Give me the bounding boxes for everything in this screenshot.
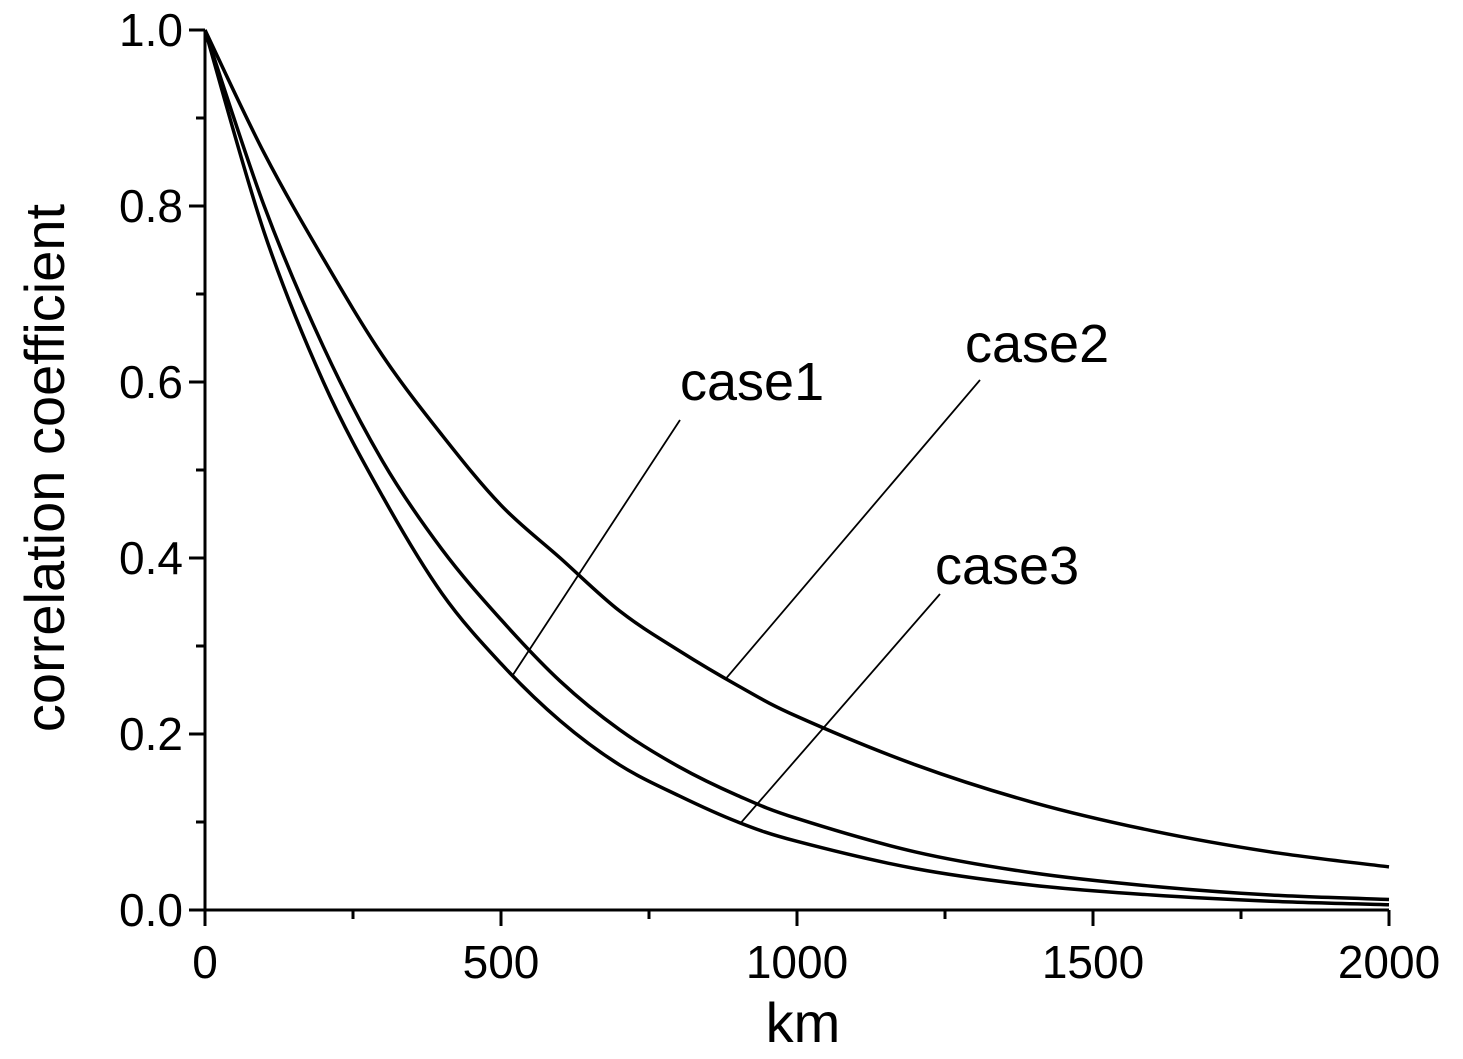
y-tick-label: 0.4 bbox=[119, 532, 183, 584]
x-tick-label: 1000 bbox=[746, 936, 848, 988]
series-line-case2 bbox=[203, 29, 1390, 869]
x-tick-label: 500 bbox=[463, 936, 540, 988]
series-line-case3 bbox=[203, 29, 1390, 902]
annotation-label-case3: case3 bbox=[935, 536, 1079, 596]
annotation-leader-case3 bbox=[740, 593, 941, 824]
annotations: case1 case2 case3 bbox=[512, 314, 1109, 824]
y-ticks: 0.0 0.2 0.4 0.6 0.8 1.0 bbox=[119, 4, 205, 936]
y-tick-label: 0.0 bbox=[119, 884, 183, 936]
annotation-label-case1: case1 bbox=[680, 352, 824, 412]
x-tick-label: 2000 bbox=[1338, 936, 1440, 988]
y-tick-label: 0.6 bbox=[119, 356, 183, 408]
x-tick-label: 1500 bbox=[1042, 936, 1144, 988]
annotation-label-case2: case2 bbox=[965, 314, 1109, 374]
series-line-case1 bbox=[203, 29, 1390, 907]
y-tick-label: 1.0 bbox=[119, 4, 183, 56]
x-axis-title: km bbox=[766, 991, 841, 1054]
curves bbox=[203, 29, 1390, 907]
annotation-leader-case1 bbox=[512, 419, 681, 676]
y-axis-title: correlation coefficient bbox=[13, 203, 76, 732]
x-tick-label: 0 bbox=[192, 936, 218, 988]
annotation-leader-case2 bbox=[725, 379, 981, 680]
y-tick-label: 0.2 bbox=[119, 708, 183, 760]
x-ticks: 0 500 1000 1500 2000 bbox=[192, 910, 1440, 988]
y-tick-label: 0.8 bbox=[119, 180, 183, 232]
